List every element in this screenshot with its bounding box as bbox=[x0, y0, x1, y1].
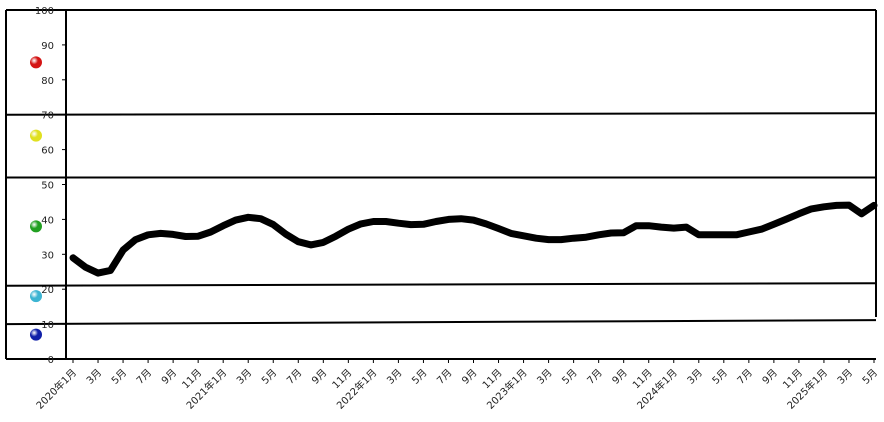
x-tick-label: 7月 bbox=[735, 367, 755, 387]
y-tick-label: 20 bbox=[41, 285, 54, 296]
x-tick-label: 9月 bbox=[159, 367, 179, 387]
x-tick-label: 3月 bbox=[384, 367, 404, 387]
x-tick-label: 3月 bbox=[234, 367, 254, 387]
zone-markers bbox=[30, 56, 42, 341]
x-tick-label: 5月 bbox=[409, 367, 429, 387]
zone-marker-dot bbox=[30, 328, 42, 341]
x-tick-label: 5月 bbox=[259, 367, 279, 387]
zone-marker-dot bbox=[30, 220, 42, 233]
chart-axes bbox=[65, 10, 876, 360]
y-tick-label: 10 bbox=[41, 320, 54, 331]
x-tick-label: 9月 bbox=[610, 367, 630, 387]
x-tick-label: 3月 bbox=[685, 367, 705, 387]
y-tick-label: 40 bbox=[41, 215, 54, 226]
series-line bbox=[69, 201, 878, 277]
zone-boundary-line bbox=[5, 112, 877, 116]
y-tick-label: 90 bbox=[41, 41, 54, 52]
y-tick-label: 50 bbox=[41, 181, 54, 192]
x-tick-label: 7月 bbox=[435, 367, 455, 387]
x-tick-label: 5月 bbox=[560, 367, 580, 387]
x-tick-label: 3月 bbox=[84, 367, 104, 387]
zone-boundaries bbox=[5, 9, 877, 360]
zone-marker-dot bbox=[30, 129, 42, 142]
zone-marker-dot bbox=[30, 56, 42, 69]
x-tick-label: 5月 bbox=[710, 367, 730, 387]
y-tick-labels: 0 10 20 30 40 50 60 70 80 90 100 bbox=[35, 6, 66, 366]
y-tick-label: 80 bbox=[41, 76, 54, 87]
y-tick-label: 60 bbox=[41, 146, 54, 157]
y-tick-label: 70 bbox=[41, 111, 54, 122]
y-tick-label: 100 bbox=[35, 6, 54, 17]
zone-boundary-line bbox=[5, 282, 877, 287]
zone-boundary-line bbox=[5, 319, 877, 326]
x-tick-label: 9月 bbox=[309, 367, 329, 387]
x-tick-label: 3月 bbox=[535, 367, 555, 387]
x-tick-label: 7月 bbox=[585, 367, 605, 387]
x-tick-label: 9月 bbox=[460, 367, 480, 387]
x-tick-label: 3月 bbox=[835, 367, 855, 387]
x-tick-label: 7月 bbox=[134, 367, 154, 387]
x-tick-label: 7月 bbox=[284, 367, 304, 387]
x-tick-label: 9月 bbox=[760, 367, 780, 387]
y-tick-label: 30 bbox=[41, 250, 54, 261]
x-tick-label: 5月 bbox=[109, 367, 129, 387]
series-lines bbox=[69, 201, 878, 277]
y-tick-label: 0 bbox=[48, 355, 54, 366]
zone-marker-dot bbox=[30, 290, 42, 303]
x-tick-label: 2020年1月 bbox=[33, 366, 79, 412]
x-tick-label: 5月 bbox=[860, 367, 880, 387]
